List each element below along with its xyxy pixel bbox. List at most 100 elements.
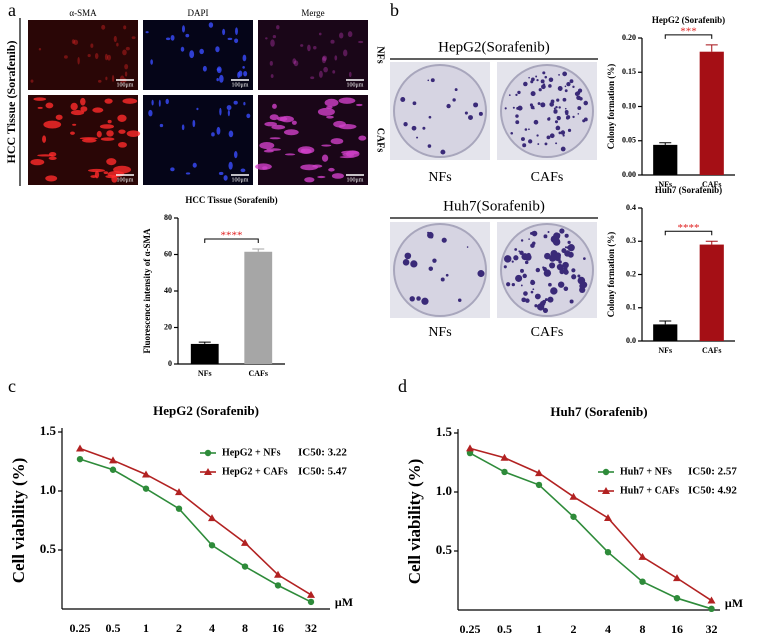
colony — [440, 277, 445, 282]
colony — [427, 231, 430, 234]
cell — [90, 175, 98, 178]
colony — [546, 135, 551, 140]
cell — [165, 37, 171, 41]
colony — [411, 264, 413, 267]
cell — [70, 131, 75, 135]
error-bar — [252, 248, 265, 252]
y-tick-label: 1.5 — [40, 423, 57, 438]
legend-label: HepG2 + CAFs — [222, 466, 288, 477]
y-tick-label: 0.4 — [626, 203, 636, 212]
y-tick-label: 0.2 — [626, 269, 636, 278]
colony — [560, 130, 566, 135]
cell — [219, 107, 222, 116]
cell — [228, 130, 234, 138]
colony — [445, 273, 449, 277]
cell — [119, 75, 125, 83]
y-tick-label: 20 — [164, 322, 172, 331]
cell — [326, 115, 334, 119]
marker — [175, 488, 183, 496]
colony — [583, 257, 586, 260]
x-unit: μM — [335, 595, 353, 609]
cell — [106, 54, 112, 61]
colony — [403, 122, 408, 127]
cell — [72, 123, 77, 126]
cell — [165, 98, 169, 105]
colony — [522, 256, 526, 260]
marker — [604, 548, 612, 556]
cell — [118, 129, 126, 134]
colony — [547, 230, 550, 233]
y-tick-label: 1.0 — [40, 482, 56, 497]
colony — [517, 105, 523, 111]
x-tick-label: 16 — [671, 622, 683, 636]
colony — [520, 239, 524, 242]
colony — [548, 84, 552, 88]
y-tick-label: 0.20 — [622, 33, 636, 42]
colony — [528, 139, 533, 144]
cell — [106, 158, 117, 166]
x-tick-label: 2 — [571, 622, 577, 636]
colony — [532, 288, 535, 291]
cell — [107, 119, 112, 124]
cell — [131, 36, 136, 40]
x-tick-label: CAFs — [702, 346, 722, 355]
colony — [422, 126, 426, 130]
chart-title: Huh7 (Sorafenib) — [550, 404, 647, 419]
x-tick-label: 8 — [242, 621, 248, 635]
colony — [556, 256, 561, 262]
cell — [338, 32, 344, 39]
y-tick-label: 0.05 — [622, 136, 636, 145]
cell — [192, 162, 197, 168]
colony — [557, 86, 563, 91]
cell — [117, 114, 127, 122]
colony — [446, 103, 451, 109]
colony — [402, 259, 410, 266]
colony — [524, 253, 532, 261]
colony — [572, 115, 575, 119]
colony — [522, 273, 527, 279]
x-tick-label: 8 — [640, 622, 646, 636]
colony — [504, 255, 512, 263]
cell — [208, 22, 214, 28]
cell — [321, 56, 327, 64]
cell — [55, 114, 63, 120]
cell — [321, 154, 329, 162]
colony — [550, 287, 558, 295]
cell — [94, 52, 99, 60]
cell — [48, 156, 57, 160]
plate-label: CAFs — [531, 170, 564, 185]
cell — [45, 175, 58, 182]
cell — [334, 55, 338, 61]
marker — [109, 456, 117, 464]
y-axis-label: Cell viability (%) — [9, 458, 28, 584]
y-tick-label: 0.5 — [40, 541, 57, 556]
cell — [307, 44, 311, 52]
cell — [170, 167, 175, 172]
plate — [393, 223, 487, 317]
colony — [555, 125, 561, 131]
colony — [428, 266, 434, 271]
colony — [506, 282, 511, 287]
colony — [400, 97, 406, 102]
cell — [126, 130, 141, 137]
marker — [208, 514, 216, 522]
colony — [458, 298, 462, 302]
cell — [233, 100, 238, 105]
colony — [579, 286, 586, 294]
colony — [550, 99, 555, 104]
colony — [532, 241, 536, 245]
cell — [348, 71, 352, 78]
marker — [535, 469, 543, 477]
cell — [42, 135, 47, 143]
cell — [125, 46, 130, 51]
marker — [241, 538, 249, 546]
cell — [185, 33, 190, 38]
cell — [192, 119, 196, 128]
colony — [468, 115, 473, 121]
colony — [559, 88, 562, 91]
cell — [116, 42, 119, 47]
colony — [477, 270, 485, 278]
panel-label: b — [390, 0, 399, 20]
colony — [563, 286, 569, 292]
cell — [300, 44, 304, 47]
